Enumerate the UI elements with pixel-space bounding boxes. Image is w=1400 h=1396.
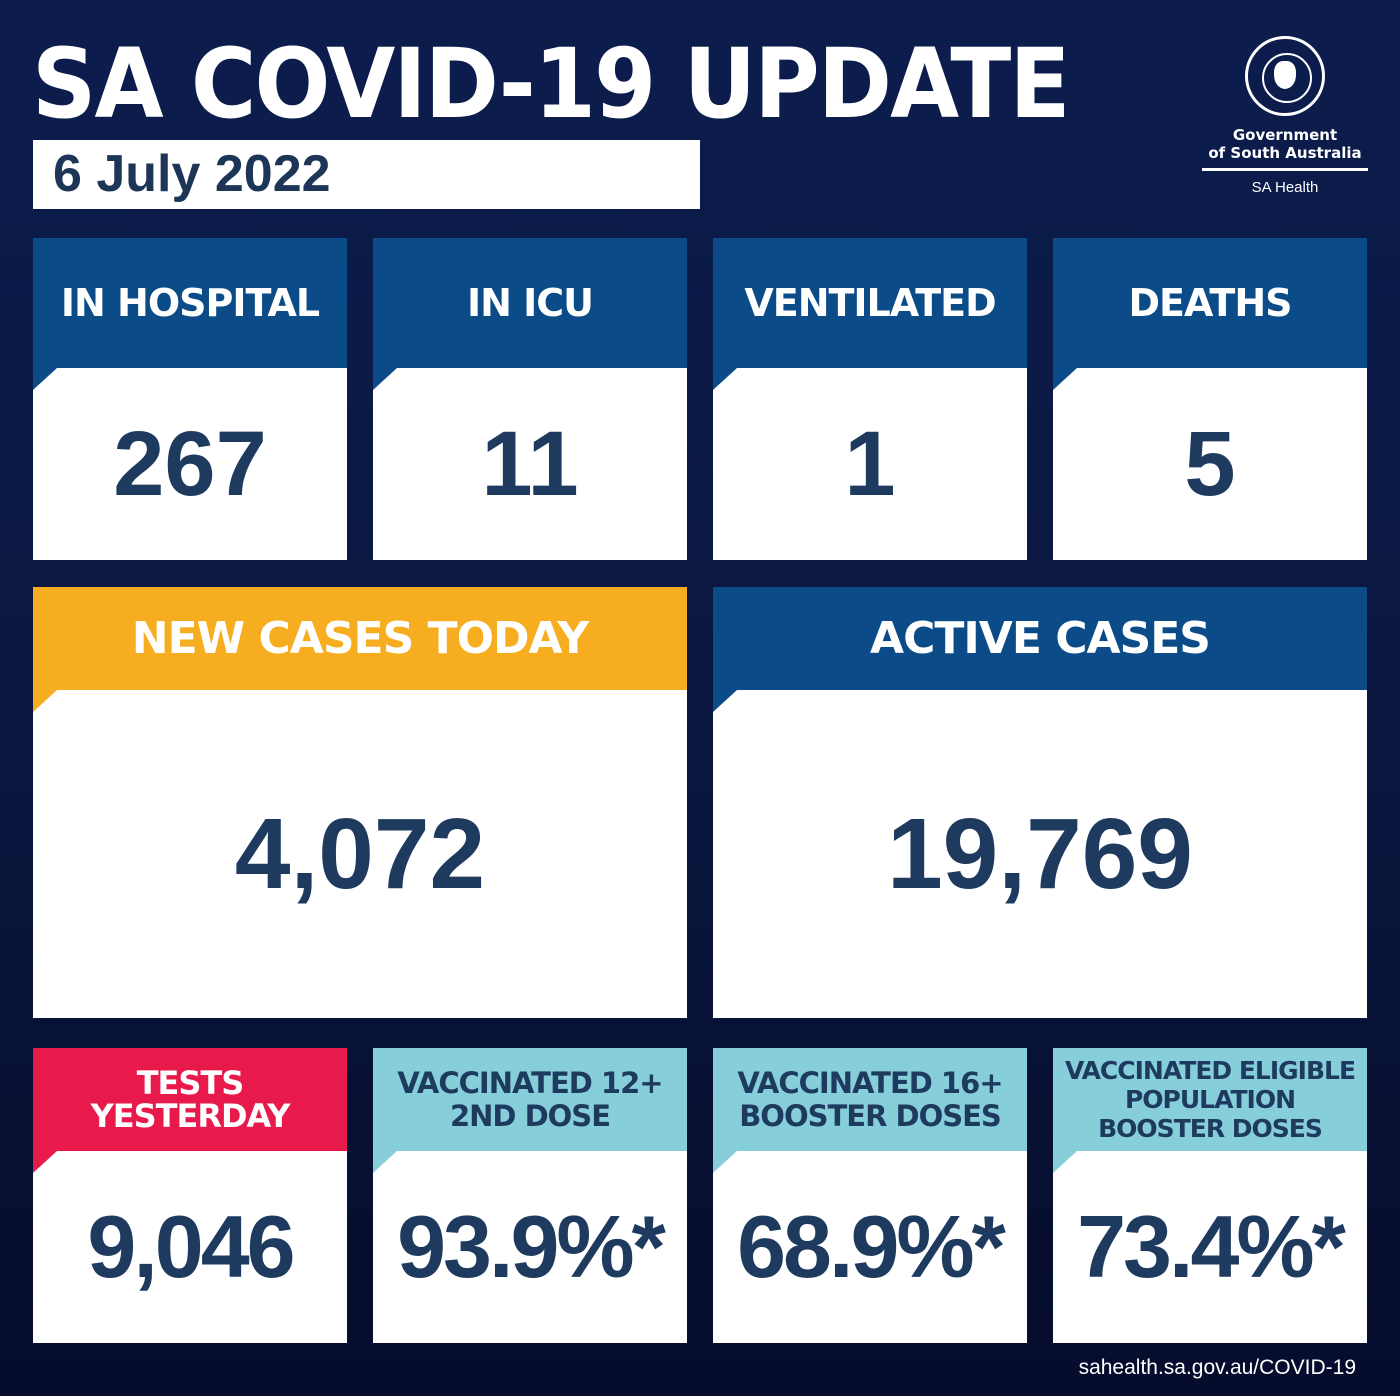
stat-value: 68.9%* <box>713 1151 1027 1343</box>
stat-card-tests: TESTS YESTERDAY 9,046 <box>33 1048 347 1343</box>
stat-value: 5 <box>1053 368 1367 560</box>
stat-card-vaccinated-eligible-booster: VACCINATED ELIGIBLE POPULATION BOOSTER D… <box>1053 1048 1367 1343</box>
stat-label: DEATHS <box>1128 281 1292 325</box>
stat-value: 19,769 <box>713 690 1367 1018</box>
stat-label: VACCINATED 12+ 2ND DOSE <box>397 1065 663 1133</box>
stat-value: 267 <box>33 368 347 560</box>
date-label: 6 July 2022 <box>33 140 700 209</box>
sa-seal-icon <box>1245 36 1325 116</box>
stat-label: IN ICU <box>466 281 594 325</box>
stat-label: ACTIVE CASES <box>870 613 1211 664</box>
stat-label: IN HOSPITAL <box>60 281 320 325</box>
stat-label: NEW CASES TODAY <box>131 613 589 664</box>
logo-dept: SA Health <box>1251 179 1319 196</box>
stat-value: 4,072 <box>33 690 687 1018</box>
stat-value: 9,046 <box>33 1151 347 1343</box>
stat-card-in-icu: IN ICU 11 <box>373 238 687 560</box>
footer-url[interactable]: sahealth.sa.gov.au/COVID-19 <box>1078 1356 1356 1379</box>
logo-divider <box>1202 168 1368 171</box>
stat-value: 1 <box>713 368 1027 560</box>
stat-value: 73.4%* <box>1053 1151 1367 1343</box>
stat-card-ventilated: VENTILATED 1 <box>713 238 1027 560</box>
stat-label: VACCINATED 16+ BOOSTER DOSES <box>737 1065 1003 1133</box>
page-title: SA COVID-19 UPDATE <box>32 28 1070 140</box>
stat-label: VACCINATED ELIGIBLE POPULATION BOOSTER D… <box>1064 1056 1356 1143</box>
stat-label: VENTILATED <box>744 281 996 325</box>
stat-card-in-hospital: IN HOSPITAL 267 <box>33 238 347 560</box>
stat-card-deaths: DEATHS 5 <box>1053 238 1367 560</box>
stat-card-vaccinated-16-booster: VACCINATED 16+ BOOSTER DOSES 68.9%* <box>713 1048 1027 1343</box>
stat-label: TESTS YESTERDAY <box>90 1063 291 1135</box>
logo-line-2: of South Australia <box>1208 144 1362 162</box>
stat-card-vaccinated-12: VACCINATED 12+ 2ND DOSE 93.9%* <box>373 1048 687 1343</box>
stat-card-active-cases: ACTIVE CASES 19,769 <box>713 587 1367 1018</box>
stat-value: 11 <box>373 368 687 560</box>
logo-line-1: Government <box>1232 126 1338 144</box>
government-logo: Government of South Australia SA Health <box>1198 36 1372 196</box>
stat-card-new-cases: NEW CASES TODAY 4,072 <box>33 587 687 1018</box>
stat-value: 93.9%* <box>373 1151 687 1343</box>
